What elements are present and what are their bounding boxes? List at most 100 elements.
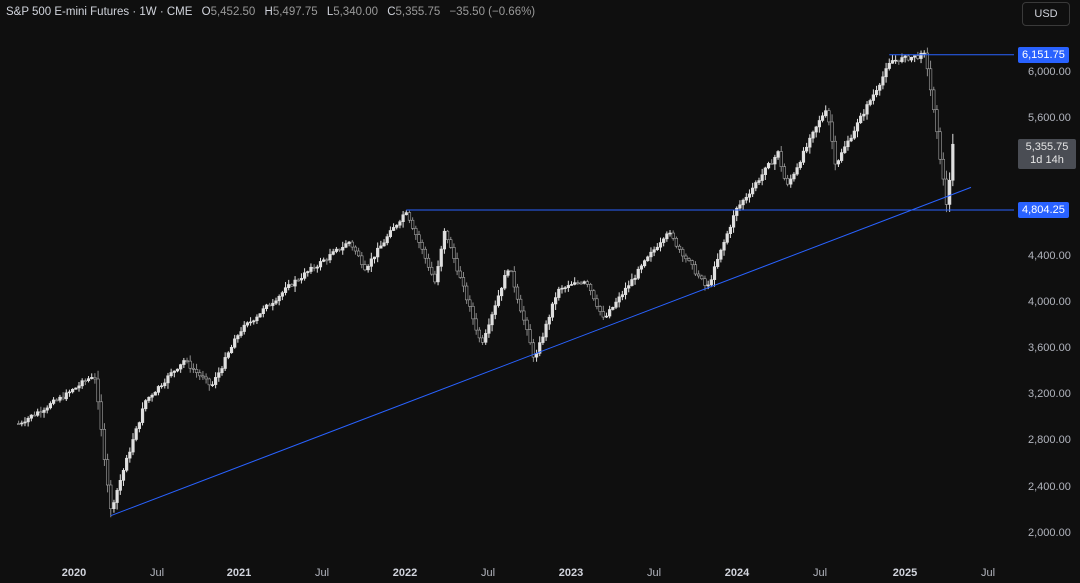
- candle-body: [865, 104, 869, 115]
- support-price-marker: 4,804.25: [1018, 202, 1069, 218]
- candle-body: [385, 236, 389, 244]
- candle-body: [309, 266, 313, 272]
- candle-body: [166, 375, 170, 384]
- candle-body: [268, 304, 272, 307]
- candle-body: [372, 256, 377, 260]
- candle-body: [919, 52, 923, 59]
- candle-body: [944, 178, 949, 205]
- candle-body: [652, 249, 656, 253]
- candle-body: [90, 377, 94, 379]
- candle-body: [337, 248, 342, 251]
- candle-body: [484, 333, 488, 343]
- candle-body: [855, 122, 860, 132]
- candle-body: [26, 417, 30, 423]
- time-axis[interactable]: 2020 Jul 2021 Jul 2022 Jul 2023 Jul 2024…: [0, 562, 1080, 583]
- candle-body: [156, 386, 161, 393]
- change-value: −35.50 (−0.66%): [449, 6, 536, 18]
- high-value: 5,497.75: [272, 6, 318, 18]
- candle-body: [754, 182, 758, 189]
- candle-body: [557, 288, 561, 298]
- candle-body: [627, 285, 631, 289]
- candle-body: [665, 233, 669, 240]
- candle-body: [29, 414, 33, 419]
- candle-body: [204, 376, 208, 380]
- price-chart[interactable]: [0, 0, 1014, 562]
- symbol-name[interactable]: S&P 500 E-mini Futures · 1W · CME: [6, 6, 193, 18]
- open-value: 5,452.50: [210, 6, 256, 18]
- price-tick: 3,600.00: [1028, 342, 1071, 354]
- candle-body: [878, 84, 882, 91]
- price-axis[interactable]: 6,000.00 5,600.00 4,400.00 4,000.00 3,60…: [1014, 0, 1080, 562]
- candle-body: [646, 256, 650, 261]
- currency-button[interactable]: USD: [1022, 2, 1070, 26]
- candle-body: [302, 272, 307, 279]
- candle-body: [341, 246, 345, 251]
- current-price: 5,355.75: [1025, 141, 1069, 153]
- candle-body: [198, 372, 202, 377]
- candle-body: [61, 396, 65, 400]
- candle-body: [80, 380, 84, 387]
- candle-body: [239, 331, 243, 336]
- candle-body: [121, 470, 126, 481]
- candle-body: [493, 305, 497, 315]
- candle-body: [214, 377, 218, 385]
- candle-body: [51, 399, 56, 404]
- candle-body: [932, 89, 936, 110]
- candle-body: [785, 178, 790, 185]
- candle-body: [614, 301, 618, 308]
- candle-body: [722, 242, 726, 251]
- candle-body: [515, 286, 520, 300]
- candle-body: [894, 59, 898, 62]
- candle-body: [86, 378, 91, 382]
- candle-body: [541, 336, 545, 343]
- candle-body: [503, 275, 507, 289]
- candle-body: [449, 239, 453, 248]
- candle-body: [719, 249, 723, 260]
- candle-body: [658, 242, 663, 248]
- candle-body: [45, 407, 49, 411]
- time-label: 2025: [892, 567, 918, 579]
- candle-body: [792, 173, 796, 180]
- candle-body: [757, 180, 761, 183]
- candle-body: [261, 308, 265, 315]
- candle-body: [353, 246, 358, 252]
- candle-body: [182, 360, 186, 365]
- candle-body: [140, 408, 145, 423]
- candle-body: [229, 347, 234, 354]
- candle-body: [941, 158, 945, 180]
- candle-body: [805, 146, 809, 152]
- candle-body: [566, 285, 570, 288]
- candle-body: [236, 335, 240, 340]
- candle-body: [735, 207, 739, 216]
- time-label: Jul: [646, 567, 662, 579]
- candle-body: [42, 409, 46, 413]
- candle-body: [71, 388, 75, 393]
- candle-body: [820, 115, 825, 121]
- candle-body: [913, 55, 917, 58]
- candle-body: [293, 279, 297, 287]
- low-label: L: [326, 6, 334, 18]
- support-trendline[interactable]: [110, 186, 972, 517]
- time-label: Jul: [314, 567, 330, 579]
- candle-body: [207, 378, 211, 386]
- candle-body: [226, 352, 230, 358]
- candle-body: [185, 360, 189, 362]
- candle-body: [544, 323, 548, 338]
- candle-body: [360, 255, 364, 265]
- candle-body: [17, 423, 21, 425]
- candle-body: [782, 166, 787, 179]
- candle-body: [290, 284, 294, 287]
- time-label: Jul: [812, 567, 828, 579]
- candle-body: [39, 411, 43, 414]
- candle-body: [439, 248, 443, 267]
- chart-area[interactable]: [0, 0, 1014, 562]
- candle-body: [817, 120, 821, 128]
- candle-body: [366, 266, 370, 271]
- candle-body: [528, 329, 532, 344]
- candle-body: [252, 320, 256, 323]
- candle-body: [531, 342, 535, 358]
- candle-body: [512, 271, 516, 288]
- candle-body: [452, 247, 456, 259]
- candle-body: [598, 306, 602, 312]
- candle-body: [496, 295, 501, 306]
